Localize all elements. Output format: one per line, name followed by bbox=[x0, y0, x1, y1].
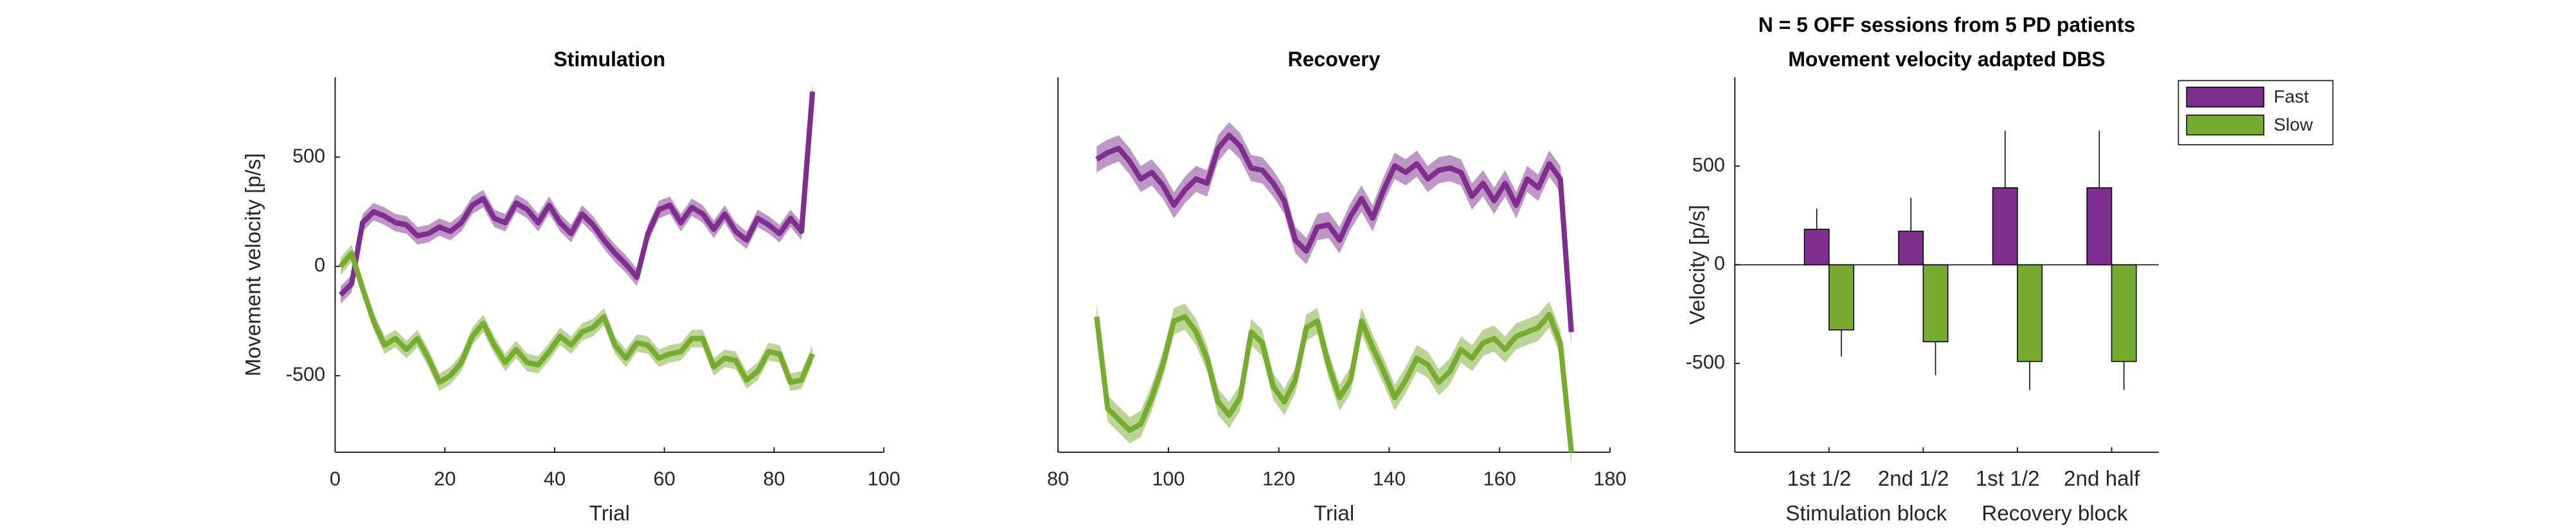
y-axis-label: Velocity [p/s] bbox=[1686, 205, 1710, 324]
chart-title: Movement velocity adapted DBS bbox=[1788, 48, 2105, 71]
bar bbox=[2017, 264, 2043, 362]
y-tick-label: 0 bbox=[1714, 253, 1725, 275]
chart-title: Stimulation bbox=[553, 48, 665, 71]
x-tick-label: 80 bbox=[1047, 468, 1069, 490]
y-tick-label: -500 bbox=[1686, 351, 1725, 373]
x-tick-label: 100 bbox=[868, 468, 900, 490]
x-tick-label: 120 bbox=[1262, 468, 1295, 490]
group-label: Recovery block bbox=[1981, 502, 2127, 526]
chart-title: Recovery bbox=[1288, 48, 1381, 71]
line bbox=[339, 91, 816, 297]
line bbox=[1094, 311, 1574, 453]
y-tick-label: 0 bbox=[314, 254, 325, 276]
bar bbox=[1803, 228, 1830, 266]
bar bbox=[1829, 264, 1854, 331]
x-tick-label: 2nd 1/2 bbox=[1878, 467, 1949, 491]
x-tick-label: 40 bbox=[544, 468, 566, 490]
line bbox=[1095, 133, 1574, 333]
x-tick-label: 1st 1/2 bbox=[1976, 467, 2040, 491]
x-tick-label: 2nd half bbox=[2064, 467, 2140, 491]
group-label: Stimulation block bbox=[1785, 502, 1947, 526]
legend-swatch bbox=[2186, 86, 2265, 107]
x-tick-label: 160 bbox=[1483, 468, 1516, 490]
x-tick-label: 20 bbox=[434, 468, 456, 490]
y-tick-label: -500 bbox=[286, 363, 325, 385]
bar bbox=[2111, 264, 2137, 362]
x-tick-label: 180 bbox=[1593, 468, 1626, 490]
bar bbox=[1898, 230, 1924, 266]
bar bbox=[1922, 264, 1949, 342]
legend-label: Slow bbox=[2274, 115, 2314, 134]
bar bbox=[1992, 187, 2018, 266]
x-axis-label: Trial bbox=[589, 502, 630, 526]
x-axis-label: Trial bbox=[1314, 502, 1354, 526]
y-tick-label: 500 bbox=[1692, 154, 1725, 176]
legend-label: Fast bbox=[2274, 87, 2309, 107]
x-tick-label: 60 bbox=[654, 468, 675, 490]
x-tick-label: 0 bbox=[330, 468, 341, 490]
bar bbox=[2086, 187, 2113, 266]
x-tick-label: 1st 1/2 bbox=[1787, 467, 1852, 491]
x-tick-label: 100 bbox=[1152, 468, 1185, 490]
x-tick-label: 80 bbox=[763, 468, 785, 490]
x-tick-label: 140 bbox=[1373, 468, 1406, 490]
line bbox=[338, 250, 815, 385]
error-band bbox=[340, 82, 813, 304]
y-axis-label: Movement velocity [p/s] bbox=[242, 153, 265, 376]
chart-title: N = 5 OFF sessions from 5 PD patients bbox=[1758, 13, 2136, 36]
y-tick-label: 500 bbox=[292, 145, 325, 167]
legend-swatch bbox=[2186, 115, 2265, 136]
